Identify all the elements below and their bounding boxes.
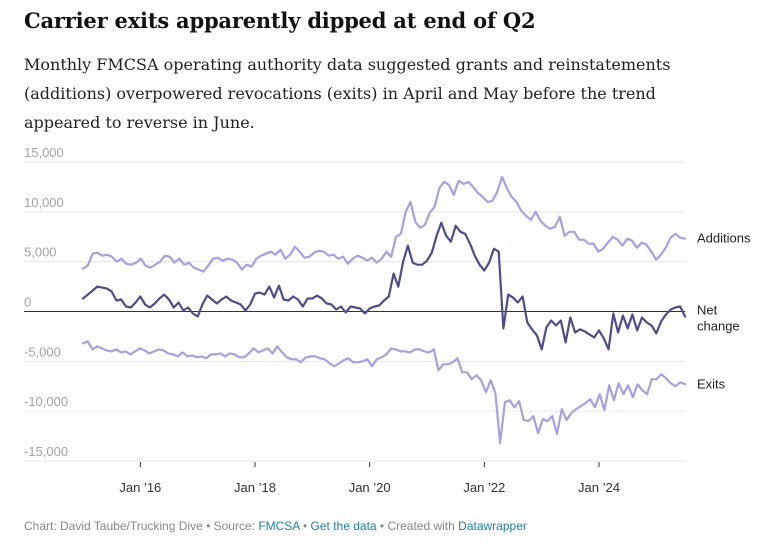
line-chart: 15,000 10,000 5,000 0 -5,000 -10,000 -15,000 Ja… [24, 145, 751, 495]
y-tick-label: 0 [24, 295, 31, 310]
y-tick-label: 15,000 [24, 145, 64, 160]
footer-separator: • Created with [376, 519, 459, 533]
get-the-data-link[interactable]: Get the data [310, 519, 377, 533]
datawrapper-link[interactable]: Datawrapper [458, 519, 527, 533]
series-label-net-change: Net change [697, 302, 740, 333]
footer-separator: • [299, 519, 311, 533]
grid-lines [24, 161, 685, 462]
y-tick-label: 5,000 [24, 245, 57, 260]
series-label-additions: Additions [697, 231, 751, 246]
y-tick-label: -5,000 [24, 344, 61, 359]
series-label-exits: Exits [697, 376, 726, 391]
x-tick-label: Jan ’22 [463, 480, 505, 495]
series-line-additions [81, 175, 687, 273]
x-tick-label: Jan ’24 [578, 480, 620, 495]
credit-text: Chart: David Taube/Trucking Dive [24, 519, 203, 533]
series-line-net-change [81, 221, 687, 351]
y-tick-label: -10,000 [24, 394, 68, 409]
x-tick-label: Jan ’18 [234, 480, 276, 495]
x-tick-label: Jan ’16 [119, 480, 161, 495]
footer-separator: • Source: [202, 519, 259, 533]
chart-footer: Chart: David Taube/Trucking Dive • Sourc… [24, 519, 527, 533]
x-tick-label: Jan ’20 [349, 480, 391, 495]
axes: 15,000 10,000 5,000 0 -5,000 -10,000 -15,000 Ja… [24, 145, 685, 495]
chart-subtitle: Monthly FMCSA operating authority data s… [24, 55, 671, 132]
series-labels: Additions Net change Exits [697, 231, 751, 392]
y-tick-label: 10,000 [24, 195, 64, 210]
chart-title: Carrier exits apparently dipped at end o… [24, 8, 536, 33]
series-line-exits [81, 340, 687, 445]
series-lines [81, 175, 687, 445]
source-link[interactable]: FMCSA [258, 519, 300, 533]
y-tick-label: -15,000 [24, 444, 68, 459]
